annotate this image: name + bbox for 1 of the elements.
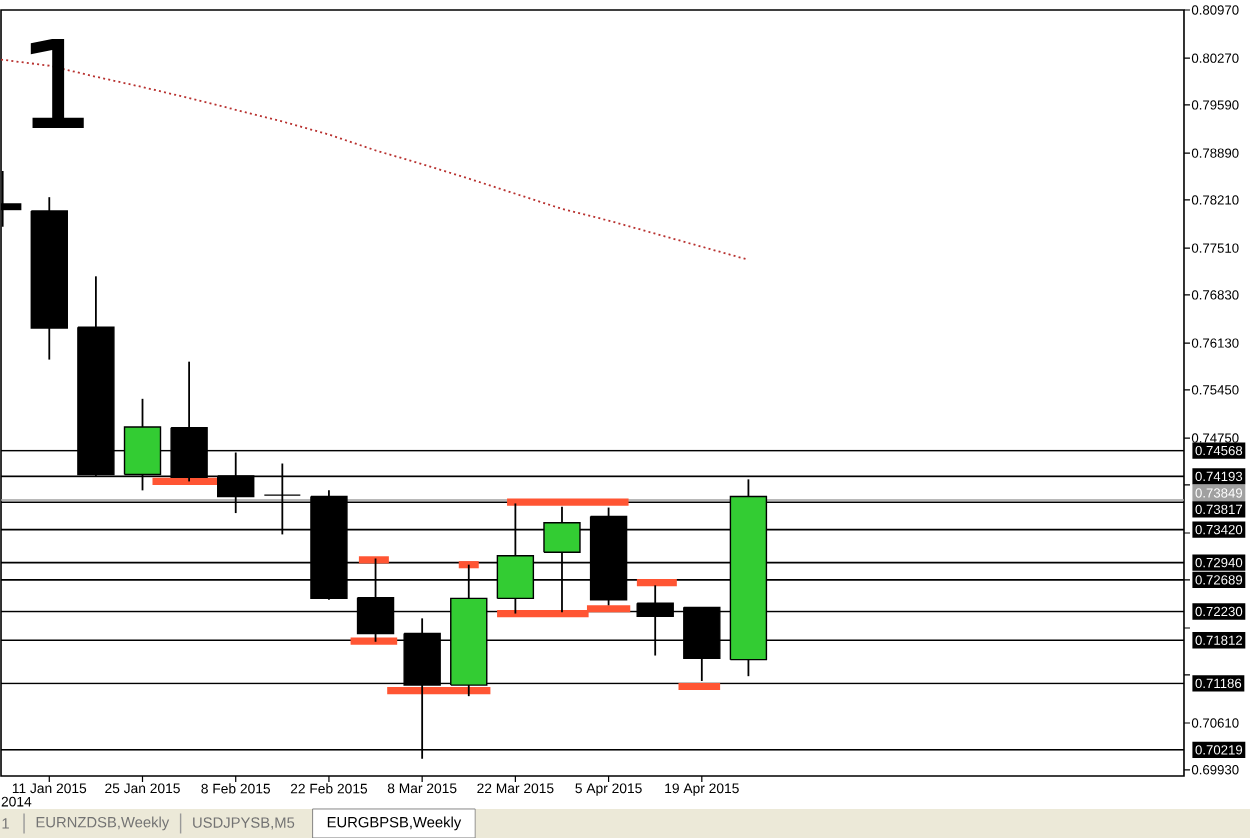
annotation: 1 [30, 39, 84, 128]
